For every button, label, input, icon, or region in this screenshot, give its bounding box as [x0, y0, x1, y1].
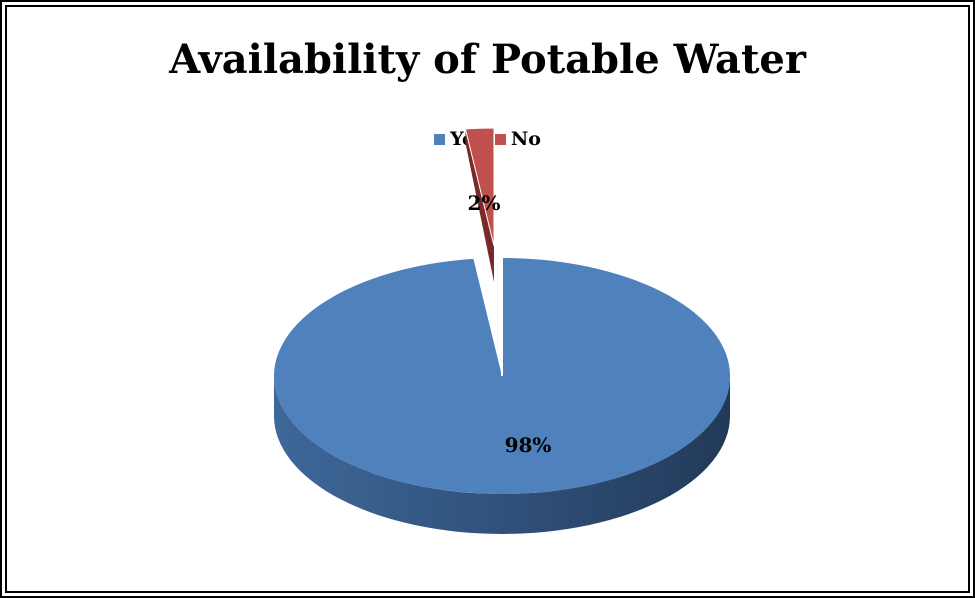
chart-title: Availability of Potable Water	[169, 36, 806, 83]
legend-item-no: No	[494, 128, 541, 150]
legend-swatch-yes	[434, 133, 446, 145]
pie-slice-no	[464, 127, 495, 247]
legend-swatch-no	[494, 133, 506, 145]
chart-frame-inner	[5, 5, 970, 593]
data-label-yes: 98%	[505, 433, 552, 457]
legend-label-no: No	[510, 128, 541, 150]
pie-slice-no-side	[465, 128, 494, 282]
data-label-no: 2%	[468, 191, 501, 215]
pie-slice-yes-side	[274, 376, 730, 534]
pie-slices	[273, 127, 730, 534]
